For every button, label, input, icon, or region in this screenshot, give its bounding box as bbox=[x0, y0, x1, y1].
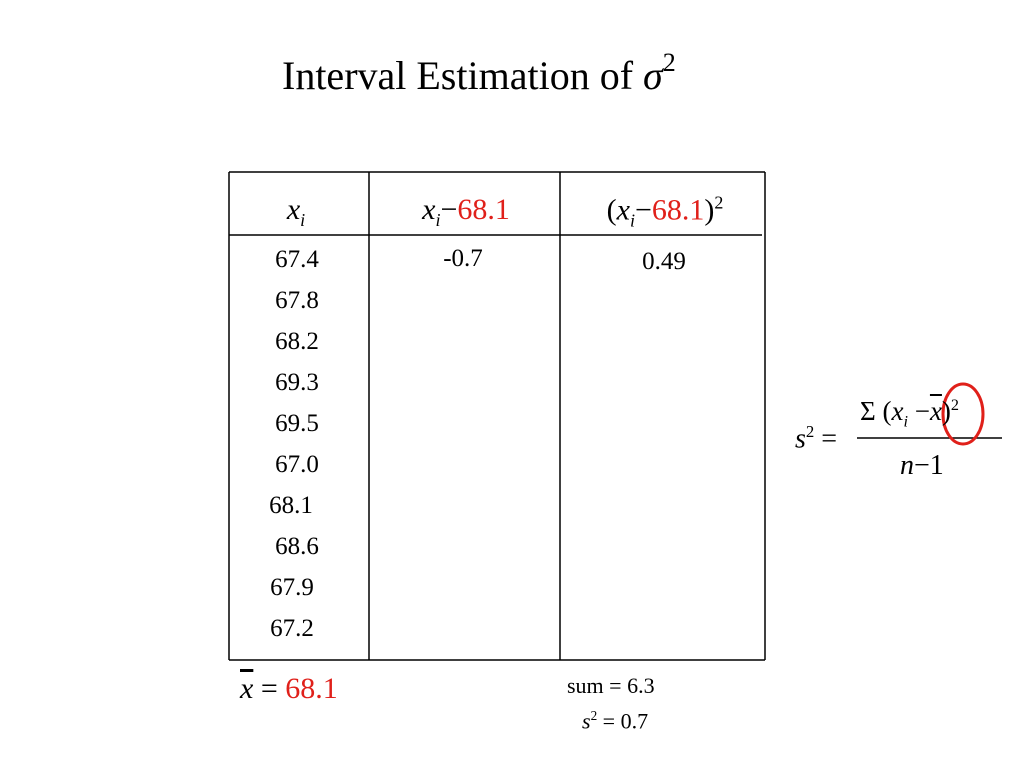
slide-title: Interval Estimation of σ2 bbox=[282, 48, 676, 99]
formula-lhs: s2 = bbox=[795, 422, 837, 455]
cell: 0.49 bbox=[642, 248, 686, 275]
close: ) bbox=[941, 396, 951, 426]
value: 68.1 bbox=[651, 193, 705, 227]
rest: = 0.7 bbox=[602, 708, 649, 734]
var: x bbox=[891, 396, 904, 426]
var: s bbox=[582, 708, 591, 734]
n: n bbox=[900, 450, 914, 481]
header-1: xi bbox=[287, 193, 305, 231]
open: ( bbox=[606, 193, 617, 227]
cell: 69.3 bbox=[275, 369, 319, 396]
title-text: Interval Estimation of bbox=[282, 53, 634, 98]
formula-denominator: n−1 bbox=[900, 450, 944, 482]
cell: 67.8 bbox=[275, 287, 319, 314]
sub: i bbox=[629, 210, 635, 231]
value: 68.1 bbox=[457, 193, 510, 226]
exp: 2 bbox=[714, 192, 724, 213]
cell: 67.2 bbox=[270, 615, 314, 642]
formula-numerator: Σ (xi −x)2 bbox=[860, 396, 959, 431]
minus: − bbox=[914, 450, 930, 481]
title-exponent: 2 bbox=[662, 48, 676, 77]
exp: 2 bbox=[950, 396, 960, 414]
var: x bbox=[616, 193, 630, 227]
op: − bbox=[634, 193, 652, 227]
op: − bbox=[914, 396, 930, 426]
mean: x = 68.1 bbox=[240, 672, 338, 706]
exp: 2 bbox=[805, 422, 815, 441]
cell: 67.4 bbox=[275, 246, 319, 273]
cell: 68.6 bbox=[275, 533, 319, 560]
header-2: xi−68.1 bbox=[422, 193, 510, 231]
sub: i bbox=[300, 210, 306, 230]
value: 68.1 bbox=[285, 672, 338, 705]
cell: 67.0 bbox=[275, 451, 319, 478]
cell: 67.9 bbox=[270, 574, 314, 601]
sum: sum = 6.3 bbox=[567, 673, 655, 698]
cell: 69.5 bbox=[275, 410, 319, 437]
header-3: (xi−68.1)2 bbox=[607, 193, 724, 232]
sub: i bbox=[903, 412, 908, 431]
mean: x bbox=[929, 396, 942, 426]
cell: 68.2 bbox=[275, 328, 319, 355]
exp: 2 bbox=[590, 708, 598, 723]
var: x bbox=[422, 193, 436, 226]
cell: -0.7 bbox=[443, 245, 483, 272]
one: 1 bbox=[929, 450, 944, 481]
sigma: Σ bbox=[860, 396, 876, 426]
var: x bbox=[240, 672, 254, 705]
op: = bbox=[260, 672, 278, 705]
eq: = bbox=[821, 423, 838, 455]
sub: i bbox=[435, 210, 441, 230]
op: − bbox=[440, 193, 458, 226]
open: ( bbox=[882, 396, 892, 426]
variance: s2 = 0.7 bbox=[582, 708, 648, 734]
var: s bbox=[795, 423, 806, 455]
close: ) bbox=[704, 193, 715, 227]
var: x bbox=[286, 193, 301, 226]
cell: 68.1 bbox=[269, 492, 313, 519]
title-symbol: σ bbox=[643, 53, 663, 98]
